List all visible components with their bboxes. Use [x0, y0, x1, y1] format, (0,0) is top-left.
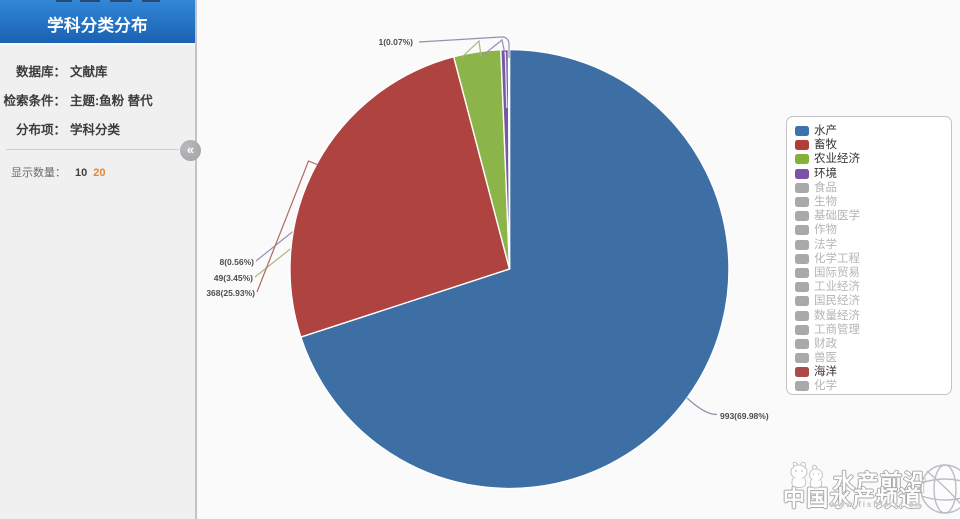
svg-text:993(69.98%): 993(69.98%) [720, 411, 769, 421]
svg-text:8(0.56%): 8(0.56%) [220, 257, 255, 267]
svg-text:368(25.93%): 368(25.93%) [206, 288, 255, 298]
svg-text:49(3.45%): 49(3.45%) [214, 273, 253, 283]
svg-text:1(0.07%): 1(0.07%) [379, 37, 414, 47]
